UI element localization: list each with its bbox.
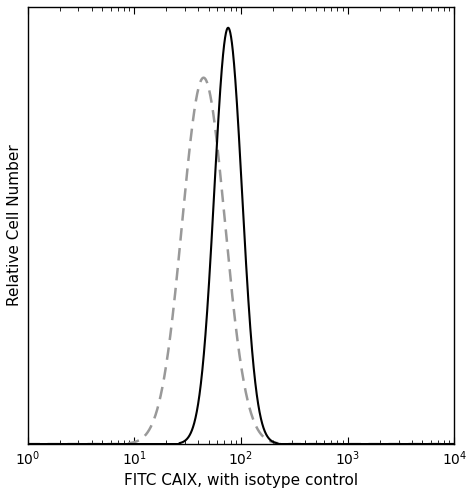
X-axis label: FITC CAIX, with isotype control: FITC CAIX, with isotype control <box>124 473 358 488</box>
Y-axis label: Relative Cell Number: Relative Cell Number <box>7 145 22 306</box>
